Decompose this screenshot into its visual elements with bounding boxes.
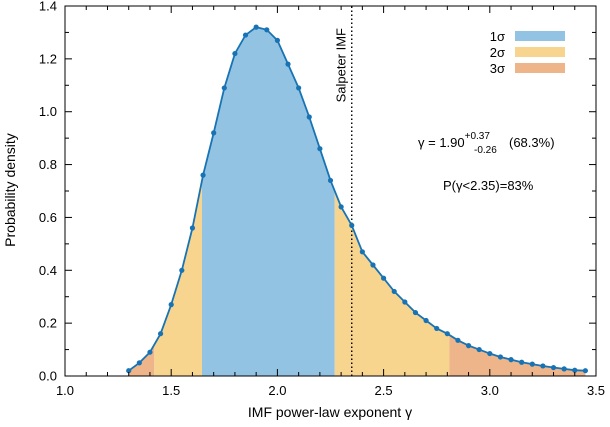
- probability-annotation: P(γ<2.35)=83%: [443, 178, 534, 193]
- data-point: [508, 357, 514, 363]
- data-point: [434, 325, 440, 332]
- legend-label-2sigma: 2σ: [490, 45, 505, 60]
- y-tick-label: 0.6: [39, 210, 57, 225]
- salpeter-label: Salpeter IMF: [334, 28, 349, 102]
- data-point: [317, 146, 323, 152]
- data-point: [349, 222, 355, 228]
- data-point: [189, 225, 196, 231]
- legend-swatch-3sigma: [515, 63, 565, 73]
- x-tick-label: 2.0: [268, 383, 286, 398]
- data-point: [582, 368, 588, 374]
- data-point: [529, 361, 535, 367]
- data-point: [232, 50, 238, 57]
- data-point: [221, 85, 227, 91]
- data-point: [402, 299, 408, 305]
- region-1sigma-1: [201, 27, 335, 376]
- region-2sigma-2: [334, 191, 450, 376]
- region-3sigma-1: [128, 344, 155, 376]
- gamma-minus-error: -0.26: [474, 145, 497, 156]
- data-point: [253, 24, 259, 30]
- legend-label-3sigma: 3σ: [490, 61, 505, 76]
- x-axis-label: IMF power-law exponent γ: [248, 404, 412, 420]
- data-point: [487, 350, 493, 357]
- y-tick-label: 1.4: [39, 0, 57, 14]
- gamma-plus-error: +0.37: [465, 131, 491, 142]
- data-point: [540, 363, 546, 369]
- data-point: [444, 331, 450, 337]
- confidence-regions: [128, 27, 586, 376]
- data-point: [285, 61, 291, 67]
- y-tick-label: 0.0: [39, 369, 57, 384]
- gamma-confidence: (68.3%): [509, 135, 555, 150]
- data-point: [561, 366, 567, 372]
- data-point: [370, 262, 376, 268]
- y-tick-label: 0.4: [39, 263, 57, 278]
- x-tick-label: 1.5: [162, 383, 180, 398]
- data-point: [412, 309, 419, 316]
- x-tick-label: 3.0: [481, 383, 499, 398]
- data-point: [381, 275, 387, 281]
- region-3sigma-2: [449, 335, 586, 376]
- data-point: [136, 360, 142, 366]
- data-point: [200, 172, 206, 178]
- gamma-annotation: γ = 1.90+0.37 -0.26 (68.3%): [418, 131, 555, 156]
- data-point: [550, 364, 557, 371]
- x-tick-label: 1.0: [56, 383, 74, 398]
- reference-line-group: Salpeter IMF: [334, 6, 353, 376]
- legend-swatch-2sigma: [515, 47, 565, 57]
- density-curve-group: [126, 24, 588, 374]
- data-point: [126, 368, 132, 374]
- axes: 1.0 1.5 2.0 2.5 3.0 3.5 0.0 0.2 0.4 0.6 0.8 1.0 1.2 1…: [39, 0, 605, 398]
- data-point: [359, 249, 365, 255]
- x-tick-label: 2.5: [375, 383, 393, 398]
- data-point: [211, 130, 217, 136]
- data-point: [455, 337, 461, 343]
- region-2sigma-1: [154, 180, 202, 376]
- data-point: [572, 367, 578, 373]
- legend-swatch-1sigma: [515, 31, 565, 41]
- data-point: [274, 37, 280, 43]
- data-point: [497, 354, 504, 360]
- y-tick-label: 1.2: [39, 51, 57, 66]
- y-tick-label: 1.0: [39, 104, 57, 119]
- y-tick-label: 0.8: [39, 157, 57, 172]
- data-point: [168, 302, 174, 308]
- data-point: [157, 331, 164, 337]
- data-point: [179, 267, 185, 273]
- data-point: [242, 32, 249, 38]
- data-point: [147, 349, 153, 355]
- data-point: [296, 85, 302, 91]
- data-point: [465, 343, 472, 349]
- data-point: [391, 288, 397, 295]
- y-axis-label: Probability density: [2, 133, 18, 247]
- data-point: [264, 27, 270, 33]
- gamma-value: γ = 1.90: [418, 135, 465, 150]
- x-tick-label: 3.5: [587, 383, 605, 398]
- y-tick-label: 0.2: [39, 316, 57, 331]
- data-point: [306, 114, 312, 120]
- data-point: [476, 346, 482, 353]
- legend-label-1sigma: 1σ: [490, 29, 505, 44]
- data-point: [519, 359, 525, 365]
- data-point: [327, 177, 334, 184]
- data-point: [338, 204, 344, 210]
- data-point: [423, 317, 429, 324]
